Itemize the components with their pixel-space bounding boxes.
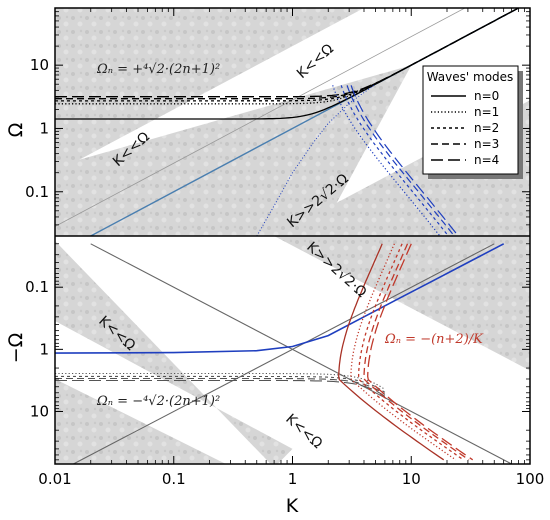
shade-top-upper-left: [55, 8, 365, 173]
legend-box: [422, 65, 519, 175]
bottom-grey-curve-n0: [55, 372, 386, 390]
legend: Waves' modes n=0 n=1 n=2 n=3 n=4: [422, 65, 523, 179]
x-tick-label: 10: [402, 470, 421, 488]
x-tick-label: 1: [288, 470, 298, 488]
shade-top-lower-right: [274, 100, 530, 236]
formula-red: Ωₙ = −(n+2)/K: [384, 332, 484, 347]
top-blue-branch-n4: [350, 85, 459, 236]
legend-label-n=2: n=2: [474, 121, 499, 135]
x-tick-label: 0.01: [38, 470, 71, 488]
bottom-y-tick-label: 10: [30, 402, 49, 420]
bottom-grey-curve-n1: [55, 375, 386, 393]
legend-label-n=1: n=1: [474, 105, 499, 119]
top-mode-curve-n4: [55, 8, 520, 98]
top-blue-branch-n1: [332, 85, 441, 236]
shade-top-left-band: [55, 65, 412, 236]
bottom-y-axis-label: −Ω: [5, 333, 27, 363]
bottom-red-curve-n0: [338, 243, 445, 461]
top-blue-branch-n0: [256, 83, 376, 236]
legend-label-n=0: n=0: [474, 89, 499, 103]
top-y-axis-label: Ω: [5, 123, 27, 138]
x-tick-label: 0.1: [162, 470, 186, 488]
top-y-tick-label: 0.1: [25, 183, 49, 201]
bottom-red-curve-n3: [363, 243, 470, 461]
bottom-red-curve-n4: [367, 243, 474, 461]
top-y-tick-label: 1: [39, 119, 49, 137]
bottom-red-curve-n2: [357, 243, 464, 461]
shade-bottom-lower-left: [55, 379, 226, 464]
x-tick-label: 100: [516, 470, 545, 488]
shade-bottom-upper-right: [274, 236, 530, 371]
bottom-blue-curve: [55, 243, 505, 354]
top-mode-curve-n3: [55, 8, 520, 100]
bottom-y-tick-label: 0.1: [25, 278, 49, 296]
x-axis-label: K: [286, 495, 299, 517]
bottom-red-curve-n1: [350, 243, 457, 461]
legend-label-n=3: n=3: [474, 137, 499, 151]
formula-bottom: Ωₙ = −⁴√2·(2n+1)²: [96, 394, 220, 409]
top-guide-line-1: [55, 8, 466, 227]
bottom-guide-line-1: [72, 243, 495, 464]
bottom-grey-curve-n2: [55, 377, 386, 395]
bottom-grey-curve-n3: [55, 379, 386, 397]
bottom-guide-line-0: [90, 243, 513, 464]
legend-label-n=4: n=4: [474, 153, 499, 167]
bottom-y-tick-label: 1: [39, 340, 49, 358]
legend-title: Waves' modes: [427, 70, 514, 84]
shade-bottom-left-band: [55, 240, 293, 464]
formula-top: Ωₙ = +⁴√2·(2n+1)²: [96, 62, 220, 77]
top-blue-branch-n3: [346, 85, 455, 236]
top-y-tick-label: 10: [30, 56, 49, 74]
